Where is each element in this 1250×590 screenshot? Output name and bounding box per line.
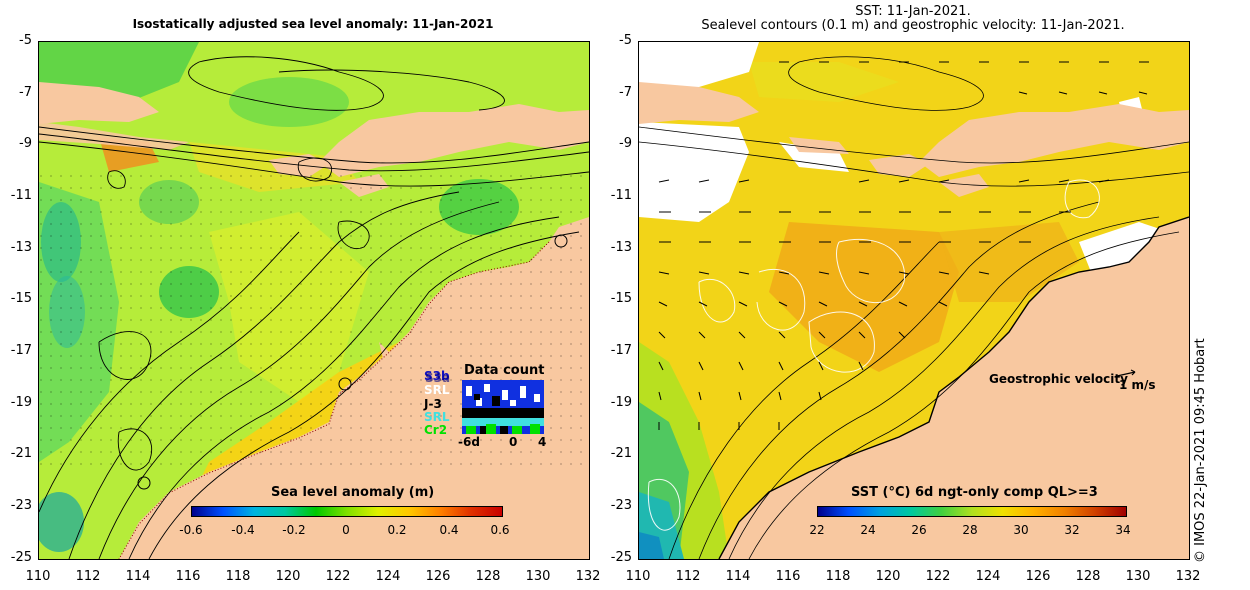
sst-colorbar-title: SST (°C) 6d ngt-only comp QL>=3	[851, 485, 1098, 500]
left-lat-tick: -13	[10, 240, 32, 255]
data-count-tick-4: 4	[538, 435, 547, 449]
left-lat-tick: -21	[10, 446, 32, 461]
sla-colorbar	[191, 506, 503, 517]
sst-tick-2: 26	[911, 523, 927, 537]
left-lon-tick: 122	[325, 569, 351, 584]
velocity-scale-label: 1 m/s	[1119, 378, 1156, 392]
left-lat-tick: -5	[19, 33, 32, 48]
right-lat-tick: -13	[610, 240, 632, 255]
left-lat-tick: -23	[10, 498, 32, 513]
data-count-tick-neg6: -6d	[458, 435, 480, 449]
data-count-tick-0: 0	[509, 435, 518, 449]
sla-map-graphic	[39, 42, 589, 559]
left-lon-tick: 124	[375, 569, 401, 584]
sst-tick-5: 32	[1064, 523, 1080, 537]
data-count-bars	[462, 380, 544, 434]
sst-tick-0: 22	[809, 523, 825, 537]
sst-tick-6: 34	[1115, 523, 1131, 537]
left-lon-tick: 116	[175, 569, 201, 584]
sst-tick-1: 24	[860, 523, 876, 537]
imos-credit: © IMOS 22-Jan-2021 09:45 Hobart	[1193, 338, 1208, 563]
left-lat-tick: -11	[10, 188, 32, 203]
left-lon-tick: 132	[575, 569, 601, 584]
sla-tick-5: 0.4	[439, 523, 459, 537]
right-lon-tick: 124	[975, 569, 1001, 584]
left-lon-tick: 118	[225, 569, 251, 584]
sla-tick-6: 0.6	[490, 523, 510, 537]
left-lat-tick: -25	[10, 550, 32, 565]
right-lon-tick: 110	[625, 569, 651, 584]
sst-tick-3: 28	[962, 523, 978, 537]
left-lat-tick: -9	[19, 136, 32, 151]
left-lon-tick: 110	[25, 569, 51, 584]
sla-tick-3: 0	[342, 523, 350, 537]
right-lon-tick: 112	[675, 569, 701, 584]
right-lon-tick: 120	[875, 569, 901, 584]
left-lon-tick: 114	[125, 569, 151, 584]
right-lon-tick: 126	[1025, 569, 1051, 584]
sst-map[interactable]: Geostrophic velocity 1 m/s SST (°C) 6d n…	[638, 41, 1190, 560]
right-lon-tick: 132	[1175, 569, 1201, 584]
sla-tick-4: 0.2	[387, 523, 407, 537]
sst-tick-4: 30	[1013, 523, 1029, 537]
sla-colorbar-title: Sea level anomaly (m)	[271, 485, 435, 500]
mission-j3: J-3	[424, 397, 442, 411]
right-lon-tick: 130	[1125, 569, 1151, 584]
right-lon-tick: 118	[825, 569, 851, 584]
sla-tick-0: -0.6	[179, 523, 203, 537]
left-panel-title: Isostatically adjusted sea level anomaly…	[132, 17, 494, 31]
left-lon-tick: 112	[75, 569, 101, 584]
mission-cr2: Cr2	[424, 423, 448, 437]
velocity-arrows	[658, 61, 1149, 430]
left-lat-tick: -7	[19, 85, 32, 100]
left-lon-tick: 126	[425, 569, 451, 584]
left-lon-tick: 130	[525, 569, 551, 584]
left-lon-tick: 128	[475, 569, 501, 584]
right-lon-tick: 122	[925, 569, 951, 584]
left-lat-tick: -19	[10, 395, 32, 410]
data-count-inset: Data count S3b S3a SRL J-3 SRL Cr2 -6d 0…	[424, 364, 554, 454]
right-lat-tick: -25	[610, 550, 632, 565]
sst-colorbar	[817, 506, 1127, 517]
right-lat-tick: -19	[610, 395, 632, 410]
right-lat-tick: -11	[610, 188, 632, 203]
left-lat-tick: -15	[10, 291, 32, 306]
right-panel-title-line1: SST: 11-Jan-2021.	[855, 4, 971, 19]
data-count-title: Data count	[464, 363, 545, 378]
mission-s3b: S3b	[424, 369, 450, 383]
sla-map[interactable]: Data count S3b S3a SRL J-3 SRL Cr2 -6d 0…	[38, 41, 590, 560]
right-lat-tick: -21	[610, 446, 632, 461]
right-lon-tick: 114	[725, 569, 751, 584]
left-lat-tick: -17	[10, 343, 32, 358]
right-lat-tick: -9	[619, 136, 632, 151]
sla-tick-2: -0.2	[282, 523, 306, 537]
mission-s3a: S3a	[425, 371, 451, 385]
mission-srl-white: SRL	[424, 383, 450, 397]
right-lat-tick: -23	[610, 498, 632, 513]
right-panel-title-line2: Sealevel contours (0.1 m) and geostrophi…	[701, 18, 1125, 33]
sst-map-graphic	[639, 42, 1189, 559]
right-lat-tick: -15	[610, 291, 632, 306]
left-lon-tick: 120	[275, 569, 301, 584]
right-lat-tick: -17	[610, 343, 632, 358]
right-lon-tick: 116	[775, 569, 801, 584]
right-lat-tick: -5	[619, 33, 632, 48]
right-lon-tick: 128	[1075, 569, 1101, 584]
velocity-label: Geostrophic velocity	[989, 372, 1128, 386]
right-lat-tick: -7	[619, 85, 632, 100]
sla-tick-1: -0.4	[231, 523, 255, 537]
mission-srl-cyan: SRL	[424, 410, 450, 424]
